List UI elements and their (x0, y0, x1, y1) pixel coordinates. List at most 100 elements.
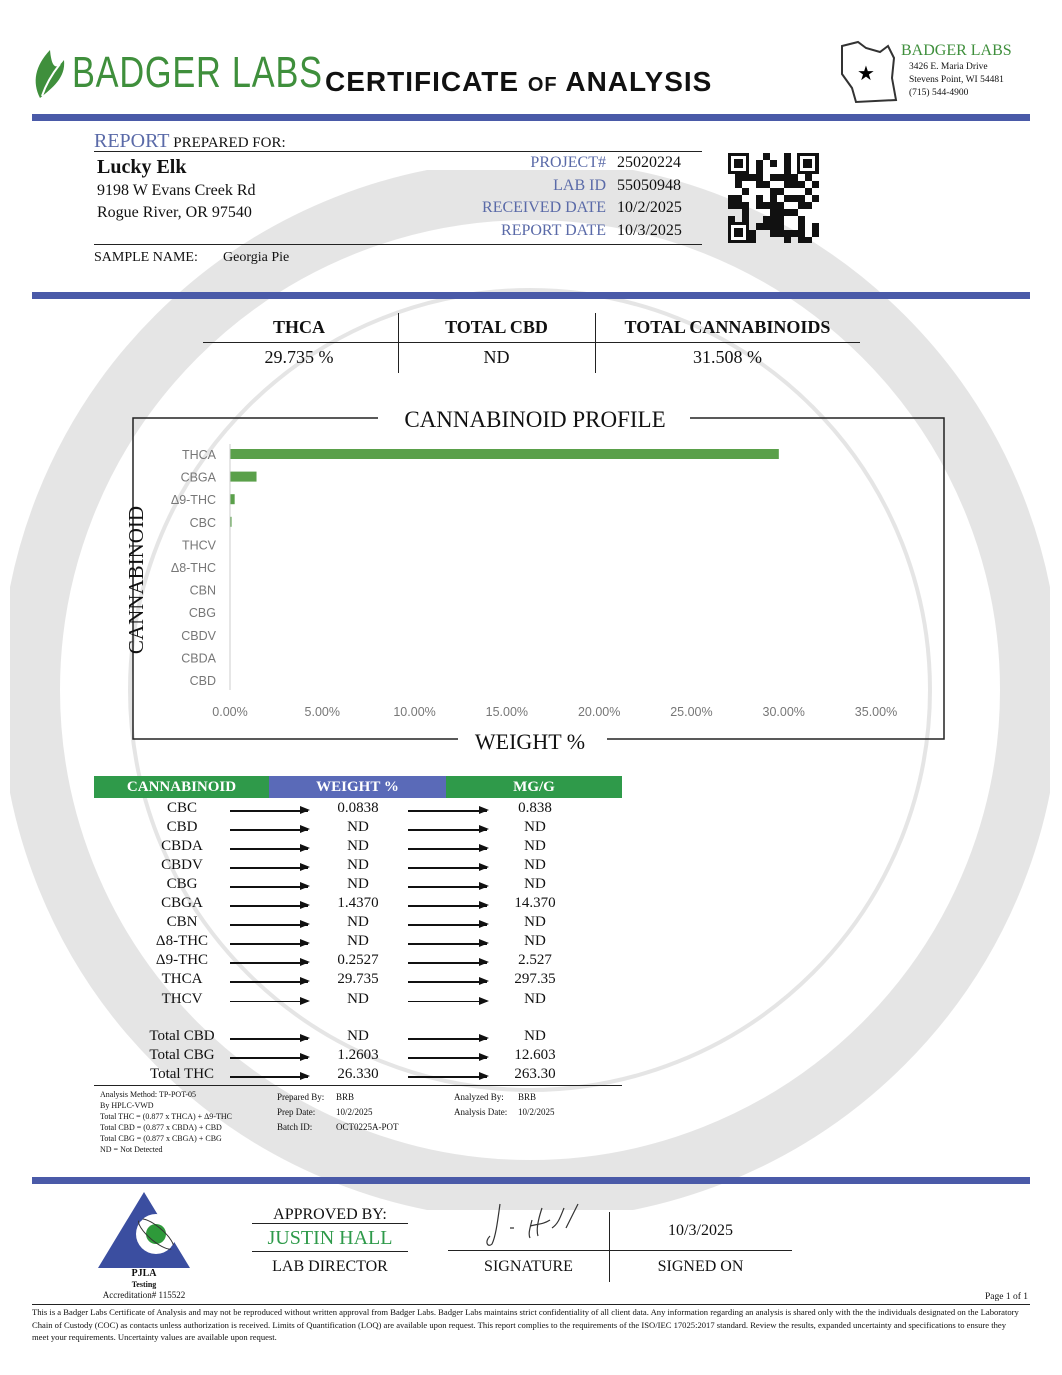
rule (94, 151, 702, 152)
approved-by-label: APPROVED BY: (273, 1206, 387, 1223)
page-number: Page 1 of 1 (984, 1292, 1028, 1302)
weight-value: 0.0838 (337, 800, 379, 816)
table-row: CBN ND ND (94, 914, 624, 933)
arrow-icon (230, 921, 310, 928)
arrow-icon (408, 978, 489, 985)
mgg-value: 263.30 (514, 1066, 556, 1083)
cannabinoid-name: THCA (161, 971, 203, 988)
summary-thca-value: 29.735 % (264, 347, 334, 367)
table-row: Total CBD ND ND (94, 1028, 624, 1047)
signed-on-label: SIGNED ON (657, 1258, 744, 1275)
table-row: Δ8-THC ND ND (94, 933, 624, 952)
cannabinoid-name: Total CBG (149, 1047, 215, 1064)
divider (609, 1212, 610, 1282)
report-prepared-for: REPORT PREPARED FOR: (94, 130, 286, 153)
cannabinoid-name: CBD (166, 819, 198, 836)
category-label: CBDV (181, 629, 216, 643)
mgg-value: ND (524, 1028, 546, 1044)
arrow-icon (408, 845, 489, 852)
arrow-icon (408, 883, 489, 890)
category-label: Δ8-THC (171, 561, 216, 575)
weight-value: ND (347, 914, 369, 931)
approver-role: LAB DIRECTOR (272, 1258, 388, 1275)
meta-value: 25020224 (617, 154, 681, 171)
summary-total-cbd-value: ND (483, 347, 510, 367)
summary-thca-label: THCA (272, 317, 325, 337)
chart-frame (132, 417, 945, 740)
cannabinoid-name: CBGA (161, 895, 203, 912)
weight-value: 1.2603 (337, 1047, 379, 1064)
cannabinoid-name: CBG (166, 876, 198, 893)
table-row: Total THC 26.330 263.30 (94, 1066, 624, 1085)
approver-name: JUSTIN HALL (267, 1227, 393, 1249)
leaf-icon (35, 50, 65, 98)
sample-name: Georgia Pie (223, 250, 290, 265)
arrow-icon (230, 864, 310, 871)
weight-value: ND (347, 838, 369, 855)
meta-label: RECEIVED DATE (482, 199, 606, 217)
arrow-icon (230, 1054, 310, 1061)
mgg-value: ND (524, 819, 546, 836)
arrow-icon (230, 902, 310, 909)
x-tick-label: 35.00% (855, 705, 897, 719)
header-weight: WEIGHT % (269, 776, 446, 798)
table-row: Δ9-THC 0.2527 2.527 (94, 952, 624, 971)
arrow-icon (230, 978, 310, 985)
weight-value: ND (347, 876, 369, 893)
arrow-icon (408, 940, 489, 947)
prep-info: Prepared By: BRB Prep Date: 10/2/2025 Batc… (277, 1090, 399, 1135)
prepared-for-label: PREPARED FOR: (173, 135, 286, 151)
method-line: By HPLC-VWD (100, 1101, 154, 1110)
label: Prepared By: (277, 1092, 325, 1102)
cannabinoid-name: Total THC (149, 1066, 215, 1083)
analyzed-by: BRB (518, 1092, 537, 1102)
arrow-icon (408, 864, 489, 871)
mgg-value: ND (524, 914, 546, 931)
rule (252, 1223, 408, 1224)
arrow-icon (230, 940, 310, 947)
badger-labs-logo: BADGER LABS (30, 48, 322, 105)
x-tick-label: 5.00% (305, 705, 340, 719)
x-tick-label: 20.00% (578, 705, 620, 719)
meta-label: PROJECT# (530, 154, 606, 171)
category-label: THCV (182, 538, 217, 552)
cannabinoid-name: Δ9-THC (155, 952, 209, 969)
meta-value: 10/3/2025 (617, 222, 682, 240)
category-label: CBN (190, 584, 216, 598)
arrow-icon (408, 997, 489, 1004)
mgg-value: ND (524, 933, 546, 950)
mgg-value: 2.527 (518, 952, 552, 969)
table-row: THCV ND ND (94, 991, 624, 1010)
rule (94, 244, 702, 245)
cannabinoid-name: THCV (161, 990, 203, 1007)
arrow-icon (408, 902, 489, 909)
arrow-icon (230, 845, 310, 852)
disclaimer: This is a Badger Labs Certificate of Ana… (32, 1307, 1019, 1342)
chart-title: CANNABINOID PROFILE (404, 407, 665, 432)
arrow-icon (408, 1054, 489, 1061)
qr-code[interactable] (728, 153, 820, 243)
pjla-text: PJLA (131, 1268, 157, 1279)
table-row: CBC 0.0838 0.838 (94, 800, 624, 819)
method-line: Total CBG = (0.877 x CBGA) + CBG (100, 1134, 222, 1143)
category-label: Δ9-THC (171, 493, 216, 507)
table-row: CBD ND ND (94, 819, 624, 838)
client-address-1: 9198 W Evans Creek Rd (97, 182, 256, 199)
weight-value: 0.2527 (337, 952, 379, 969)
rule (203, 342, 860, 343)
arrow-icon (408, 807, 489, 813)
rule (32, 1304, 1030, 1305)
arrow-icon (230, 1035, 310, 1041)
arrow-icon (408, 1035, 489, 1041)
rule (252, 1251, 408, 1252)
bar-CBGA (230, 471, 257, 482)
y-axis-label: CANNABINOID (124, 506, 148, 654)
cannabinoid-name: CBC (166, 800, 197, 816)
rule (94, 1085, 622, 1086)
svg-text:★: ★ (857, 63, 875, 85)
analysis-method-notes: Analysis Method: TP-POT-05 By HPLC-VWD Tot… (100, 1089, 232, 1155)
weight-value: 1.4370 (337, 895, 379, 912)
mgg-value: ND (524, 990, 546, 1007)
weight-value: 29.735 (337, 971, 379, 988)
pjla-logo (98, 1192, 190, 1268)
